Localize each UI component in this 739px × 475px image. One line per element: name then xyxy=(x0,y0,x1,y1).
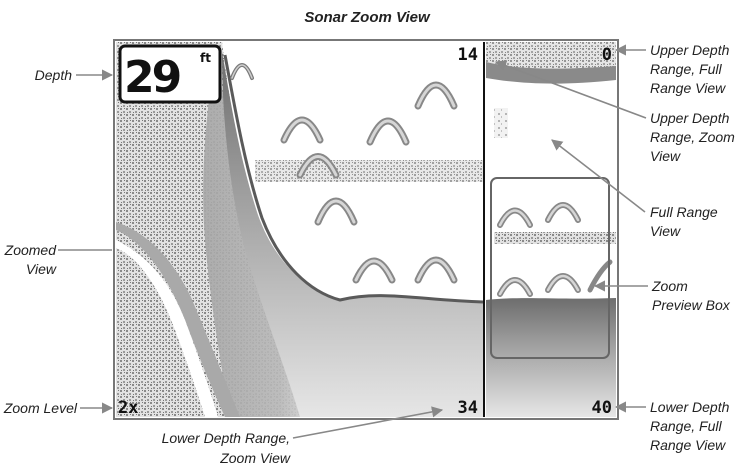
callout-full-range-view-line1: Full Range xyxy=(650,204,718,220)
callout-zoom-level: Zoom Level xyxy=(3,400,78,416)
callout-zoomed-view-line2: View xyxy=(26,261,57,277)
callout-upper-depth-full-line1: Upper Depth xyxy=(650,42,730,58)
callout-zoom-preview-box-line1: Zoom xyxy=(651,278,688,294)
diagram-title: Sonar Zoom View xyxy=(304,9,431,26)
zoom-bottom-contour xyxy=(222,52,483,417)
depth-unit: ft xyxy=(200,51,211,65)
callout-depth: Depth xyxy=(35,67,73,83)
full-range-panel: 0 40 xyxy=(486,42,616,418)
zoom-lower-depth: 34 xyxy=(458,398,478,418)
callout-full-range-view-line2: View xyxy=(650,223,681,239)
callout-arrows xyxy=(58,44,648,439)
zoom-fish-arches xyxy=(230,63,458,284)
full-lower-depth: 40 xyxy=(592,398,612,418)
zoom-preview-box xyxy=(490,177,610,359)
callout-lower-depth-zoom-line1: Lower Depth Range, xyxy=(162,430,290,446)
zoom-thermocline xyxy=(255,160,483,182)
zoom-upper-depth: 14 xyxy=(458,45,478,65)
callout-upper-depth-zoom-line3: View xyxy=(650,148,681,164)
callout-upper-depth-full-line3: Range View xyxy=(650,80,726,96)
depth-value: 29 xyxy=(124,52,180,103)
callout-zoom-preview-box-line2: Preview Box xyxy=(652,297,731,313)
zoomed-view-panel: 29 ft 14 34 2x xyxy=(116,42,483,418)
full-upper-depth: 0 xyxy=(602,45,612,65)
callout-zoomed-view-line1: Zoomed xyxy=(4,242,58,258)
callout-upper-depth-full-line2: Range, Full xyxy=(650,61,722,77)
callout-lower-depth-full-line2: Range, Full xyxy=(650,418,722,434)
callout-lower-depth-zoom-line2: Zoom View xyxy=(219,450,291,466)
callout-lower-depth-full-line3: Range View xyxy=(650,437,726,453)
callout-upper-depth-zoom-line1: Upper Depth xyxy=(650,110,730,126)
callout-upper-depth-zoom-line2: Range, Zoom xyxy=(650,129,735,145)
callout-lower-depth-full-line1: Lower Depth xyxy=(650,399,730,415)
zoom-level: 2x xyxy=(118,398,138,418)
screen-frame xyxy=(113,39,619,420)
depth-readout-box xyxy=(118,44,222,104)
